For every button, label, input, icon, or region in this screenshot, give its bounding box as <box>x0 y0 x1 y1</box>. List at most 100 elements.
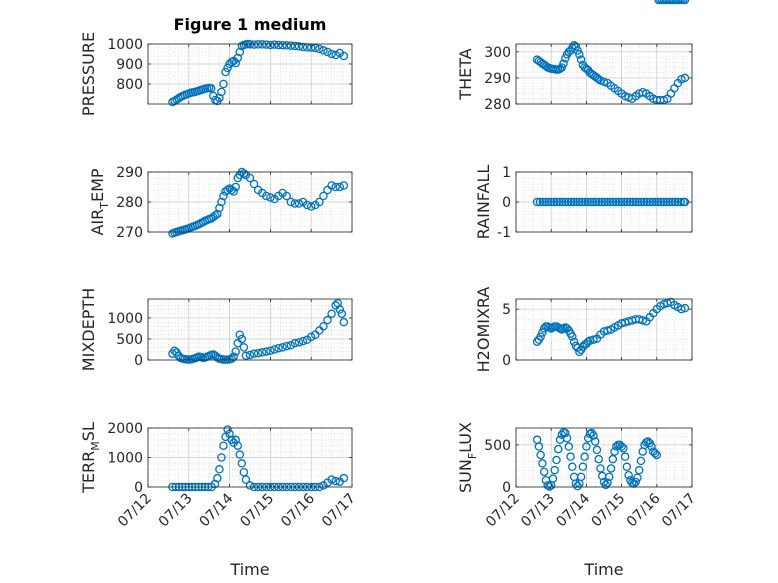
data-point <box>241 475 251 484</box>
data-point <box>536 332 545 341</box>
y-tick-label: 280 <box>116 195 143 211</box>
data-point <box>573 46 582 55</box>
data-point <box>594 197 604 207</box>
data-point <box>245 481 255 490</box>
data-point <box>564 442 574 451</box>
data-point <box>648 197 657 207</box>
data-point <box>541 197 550 207</box>
data-point <box>617 442 626 451</box>
data-point <box>323 315 332 325</box>
data-point <box>549 197 559 207</box>
data-point <box>253 349 263 358</box>
data-point <box>538 459 547 468</box>
data-point <box>559 59 568 68</box>
x-axis-label: Time <box>229 560 269 579</box>
data-point <box>668 197 677 207</box>
x-tick-label: 07/12 <box>115 491 155 531</box>
data-point <box>536 450 545 460</box>
data-point <box>571 42 581 51</box>
data-point <box>569 197 578 207</box>
data-point <box>608 197 618 207</box>
data-point <box>335 182 345 192</box>
data-point <box>270 40 279 49</box>
data-point <box>235 450 245 459</box>
data-point <box>566 197 576 207</box>
data-point <box>589 335 598 344</box>
data-point <box>594 454 603 464</box>
data-point <box>290 338 300 348</box>
data-point <box>651 197 660 207</box>
data-point <box>274 343 283 353</box>
data-point <box>241 351 251 361</box>
data-point <box>647 442 656 451</box>
data-point <box>631 477 640 487</box>
axes-box <box>147 43 353 105</box>
data-point <box>294 199 304 208</box>
y-axis-label: THETA <box>456 48 475 100</box>
axes-box <box>515 298 693 361</box>
data-point <box>546 197 556 207</box>
data-point <box>315 44 324 54</box>
data-point <box>339 51 349 61</box>
data-point <box>603 197 612 207</box>
x-tick-label: 07/12 <box>483 491 523 531</box>
data-point <box>617 197 626 207</box>
data-point <box>653 197 663 207</box>
data-point <box>327 309 336 318</box>
data-point <box>206 84 216 93</box>
data-point <box>608 454 618 464</box>
data-point <box>262 191 271 201</box>
data-point <box>545 482 554 491</box>
data-point <box>611 197 621 207</box>
data-point <box>601 480 611 490</box>
data-point <box>550 465 559 475</box>
data-point <box>590 437 600 446</box>
data-point <box>235 330 245 340</box>
subplot-rainfall: -1 0 1 RAINFALL <box>474 165 693 241</box>
data-point <box>266 346 275 355</box>
data-point <box>315 197 324 207</box>
x-tick-label: 07/15 <box>589 491 629 531</box>
data-point <box>662 197 671 207</box>
data-point <box>577 197 587 207</box>
data-point <box>592 445 602 455</box>
subplot-air_temp: 270 280 290 AIRTEMP <box>88 165 353 241</box>
data-point <box>555 197 564 207</box>
y-tick-label: 0 <box>134 480 143 496</box>
data-point <box>582 442 591 451</box>
data-point <box>219 441 228 450</box>
data-point <box>557 63 567 72</box>
data-point <box>290 41 300 51</box>
data-point <box>622 197 632 207</box>
y-axis-label: AIRTEMP <box>88 168 111 235</box>
data-point <box>170 346 179 355</box>
data-point <box>311 43 320 53</box>
data-point <box>231 182 240 192</box>
data-point <box>323 47 332 57</box>
data-point <box>217 453 226 462</box>
data-point <box>548 474 558 483</box>
data-point <box>539 467 549 477</box>
data-point <box>223 425 232 434</box>
x-tick-label: 07/17 <box>659 491 699 531</box>
axes-box <box>147 298 353 361</box>
data-point <box>319 191 328 201</box>
y-axis-label: RAINFALL <box>474 165 493 240</box>
data-point <box>286 197 296 207</box>
data-point <box>676 197 685 207</box>
y-tick-label: 1000 <box>107 37 143 53</box>
data-point <box>589 197 598 207</box>
data-point <box>294 338 304 347</box>
data-point <box>631 197 640 207</box>
data-point <box>270 345 279 354</box>
y-tick-label: 500 <box>484 438 511 454</box>
data-point <box>670 197 680 207</box>
data-point <box>282 41 291 50</box>
data-point <box>645 197 655 207</box>
data-point <box>656 197 666 207</box>
y-axis-label: TERRMSL <box>79 422 102 494</box>
data-point <box>605 472 614 482</box>
data-point <box>245 173 255 183</box>
data-point <box>221 67 230 77</box>
data-point <box>286 341 296 350</box>
